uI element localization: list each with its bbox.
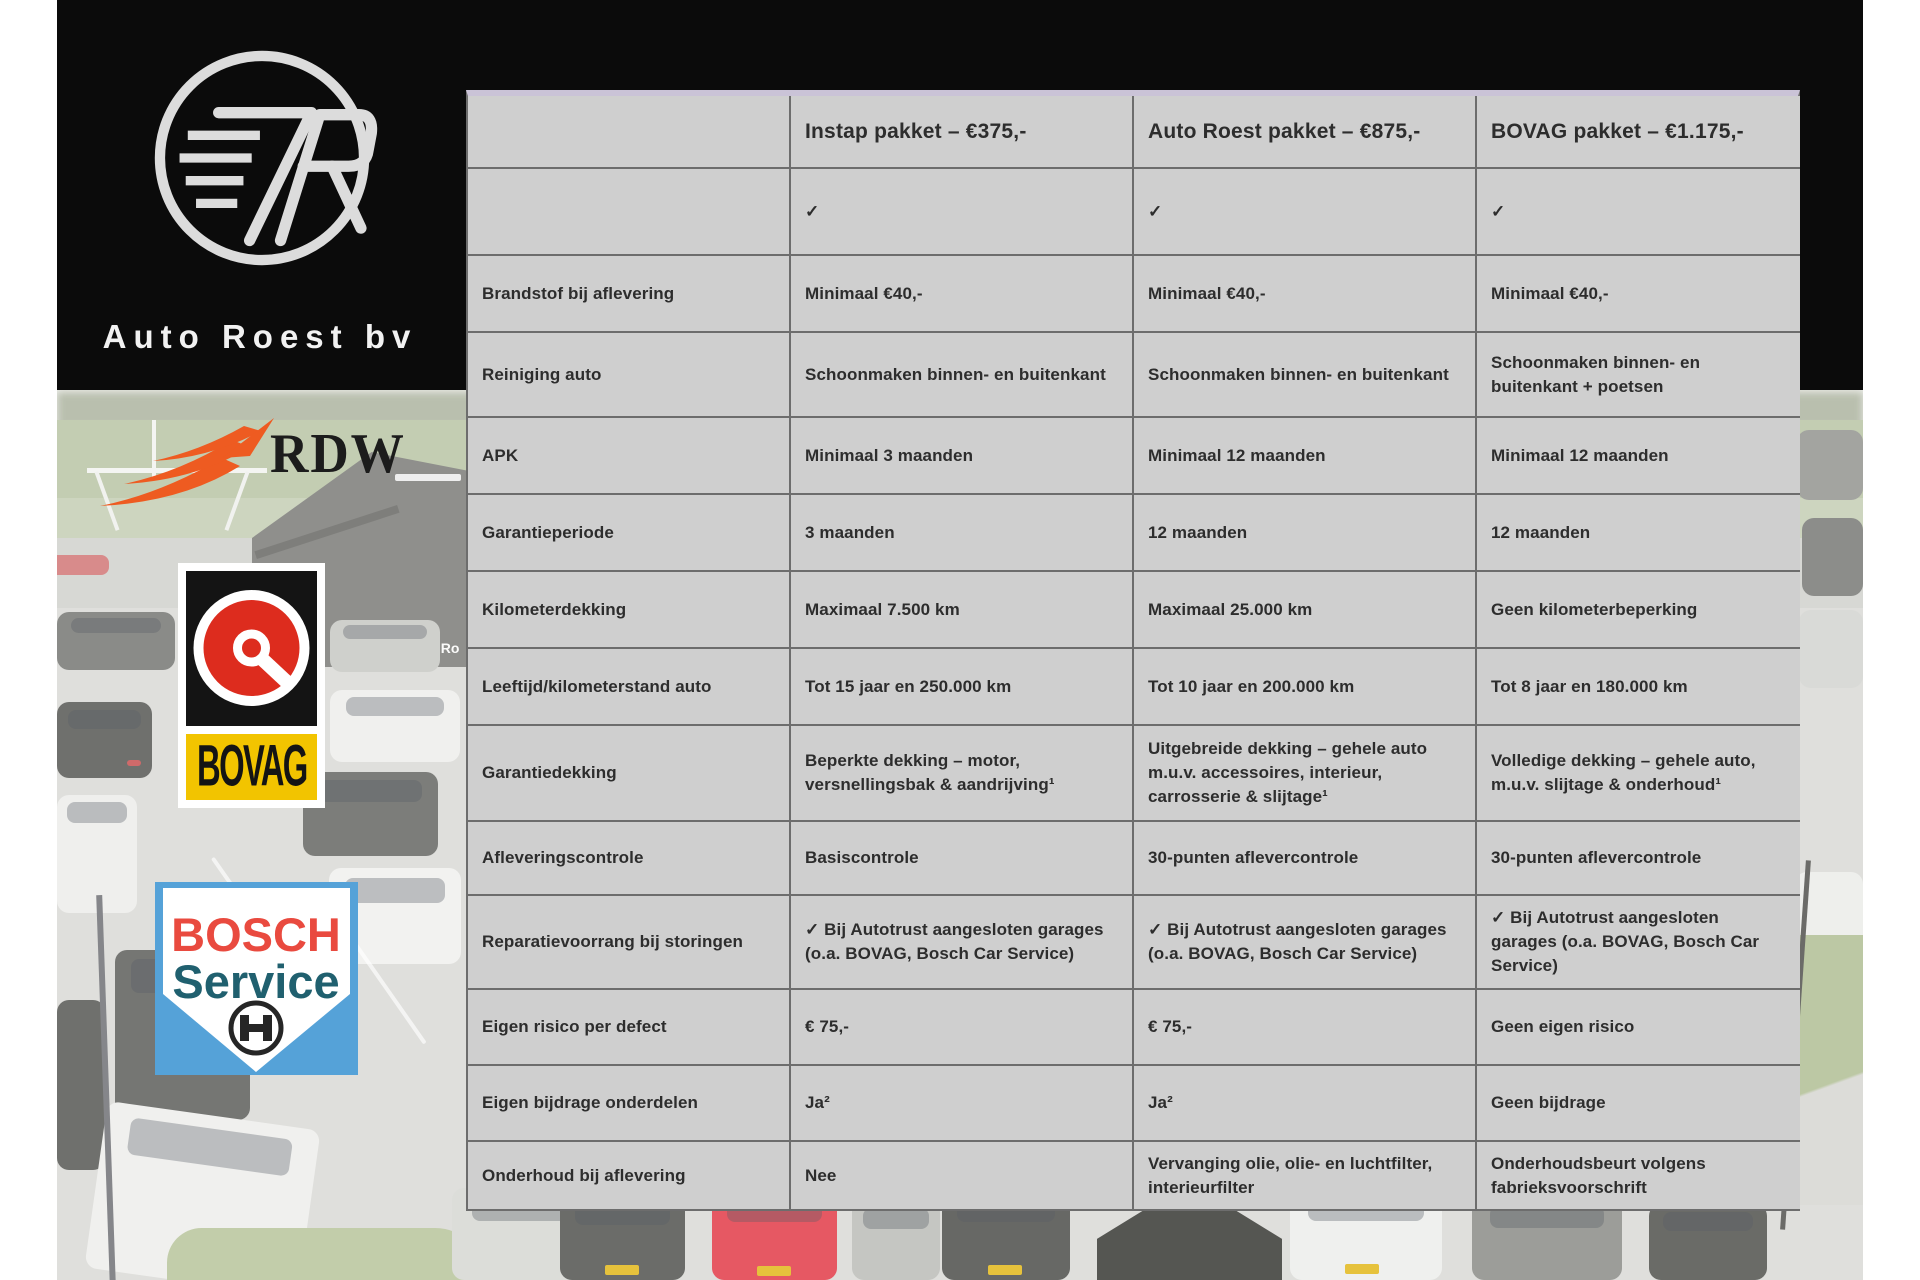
table-row-label: Garantiedekking [468,726,789,820]
bovag-emblem-icon [186,571,317,726]
tail-light [127,760,141,766]
auto-roest-wordmark: Auto Roest bv [102,318,418,355]
table-row-label: Reiniging auto [468,333,789,416]
parked-car [303,772,438,856]
table-cell: Maximaal 25.000 km [1134,572,1475,647]
parked-car [57,1000,105,1170]
table-row-label: Brandstof bij aflevering [468,256,789,331]
parked-car [330,620,440,672]
auto-roest-logo-icon [154,50,378,266]
table-cell: Onderhoudsbeurt volgens fabrieksvoorschr… [1477,1142,1800,1209]
table-cell: € 75,- [791,990,1132,1064]
building-sign-marks [395,474,461,481]
table-cell: Minimaal €40,- [1134,256,1475,331]
table-cell: ✓ Bij Autotrust aangesloten garages (o.a… [1477,896,1800,988]
table-row-label: Eigen risico per defect [468,990,789,1064]
table-cell: Ja² [791,1066,1132,1140]
bosch-service-wordmark: Service [172,955,339,1008]
table-cell: Basiscontrole [791,822,1132,894]
table-header-cell: Auto Roest pakket – €875,- [1134,96,1475,167]
table-cell: ✓ Bij Autotrust aangesloten garages (o.a… [791,896,1132,988]
table-cell: Tot 15 jaar en 250.000 km [791,649,1132,724]
parked-car [852,1200,940,1280]
table-row-label: Onderhoud bij aflevering [468,1142,789,1209]
table-row-label: Eigen bijdrage onderdelen [468,1066,789,1140]
rdw-logo: RDW [98,414,408,514]
table-cell: ✓ [1134,169,1475,254]
table-cell: ✓ [1477,169,1800,254]
bovag-band: BOVAG [186,734,317,800]
parked-car [1797,430,1863,500]
parked-car [57,612,175,670]
parked-car [1799,610,1863,688]
parked-car [1649,1204,1767,1280]
table-header-cell: BOVAG pakket – €1.175,- [1477,96,1800,167]
bovag-wordmark: BOVAG [196,734,308,799]
table-cell: Minimaal 12 maanden [1477,418,1800,493]
table-cell: Nee [791,1142,1132,1209]
table-cell: Schoonmaken binnen- en buitenkant [791,333,1132,416]
table-cell: Vervanging olie, olie- en luchtfilter, i… [1134,1142,1475,1209]
package-table: Instap pakket – €375,- Auto Roest pakket … [466,90,1800,1211]
bosch-service-logo: BOSCH Service [155,882,358,1075]
bovag-logo: BOVAG [178,563,325,808]
table-row-label: Reparatievoorrang bij storingen [468,896,789,988]
bosch-armature-icon [228,1000,284,1056]
table-cell: Geen bijdrage [1477,1066,1800,1140]
grass-bottom-left [167,1228,487,1280]
table-cell: 30-punten aflevercontrole [1477,822,1800,894]
rdw-wordmark: RDW [270,423,406,485]
table-cell: Tot 10 jaar en 200.000 km [1134,649,1475,724]
table-cell: 12 maanden [1477,495,1800,570]
table-cell: Geen kilometerbeperking [1477,572,1800,647]
parked-car [1472,1198,1622,1280]
table-cell: ✓ [791,169,1132,254]
bosch-wordmark: BOSCH [171,908,341,961]
table-cell: Tot 8 jaar en 180.000 km [1477,649,1800,724]
table-row-label: Garantieperiode [468,495,789,570]
table-row-label: Afleveringscontrole [468,822,789,894]
table-row-label: Kilometerdekking [468,572,789,647]
table-cell: Beperkte dekking – motor, versnellingsba… [791,726,1132,820]
table-cell: Uitgebreide dekking – gehele auto m.u.v.… [1134,726,1475,820]
table-cell: € 75,- [1134,990,1475,1064]
parked-car [57,702,152,778]
table-cell: Geen eigen risico [1477,990,1800,1064]
table-row-label: Leeftijd/kilometerstand auto [468,649,789,724]
table-cell: 12 maanden [1134,495,1475,570]
parked-car [1802,518,1863,596]
table-header-cell: Instap pakket – €375,- [791,96,1132,167]
table-cell: Ja² [1134,1066,1475,1140]
table-cell: Minimaal 3 maanden [791,418,1132,493]
table-row-label: APK [468,418,789,493]
rdw-wing-icon [100,418,274,506]
table-cell: Maximaal 7.500 km [791,572,1132,647]
table-cell: 30-punten aflevercontrole [1134,822,1475,894]
parked-car [330,690,460,762]
table-cell: Minimaal 12 maanden [1134,418,1475,493]
table-cell: 3 maanden [791,495,1132,570]
table-cell: Minimaal €40,- [791,256,1132,331]
distant-red-car [57,555,109,575]
gantry-mast [152,420,156,478]
table-corner-cell [468,96,789,167]
table-row-label [468,169,789,254]
table-cell: ✓ Bij Autotrust aangesloten garages (o.a… [1134,896,1475,988]
parked-car [57,795,137,913]
table-cell: Minimaal €40,- [1477,256,1800,331]
table-cell: Volledige dekking – gehele auto, m.u.v. … [1477,726,1800,820]
table-cell: Schoonmaken binnen- en buitenkant + poet… [1477,333,1800,416]
table-cell: Schoonmaken binnen- en buitenkant [1134,333,1475,416]
